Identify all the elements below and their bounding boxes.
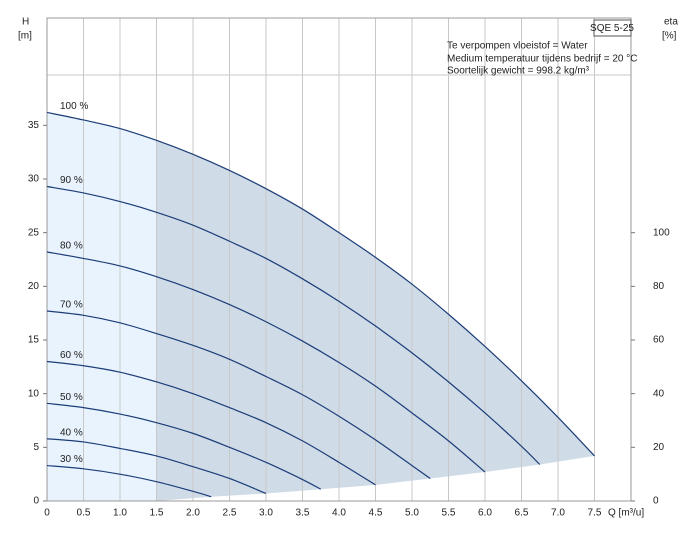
- x-tick-label: 3.5: [296, 508, 310, 519]
- curve-label: 60 %: [60, 350, 83, 361]
- y-tick-label: 5: [33, 442, 39, 453]
- y-tick-label: 20: [28, 281, 40, 292]
- pump-curve: [46, 360, 376, 486]
- x-tick-label: 4.5: [369, 508, 383, 519]
- pump-curve: [46, 251, 486, 473]
- x-tick-label: 2.5: [223, 508, 237, 519]
- y2-tick-label: 60: [653, 335, 665, 346]
- x-tick-label: 5.5: [442, 508, 456, 519]
- y-tick-label: 15: [28, 335, 40, 346]
- x-tick-label: 0: [44, 508, 50, 519]
- y2-tick-label: 80: [653, 281, 665, 292]
- curve-label: 100 %: [60, 101, 88, 112]
- x-tick-label: 5.0: [405, 508, 419, 519]
- chart-title: SQE 5-25: [590, 23, 634, 34]
- annotation: Medium temperatuur tijdens bedrijf = 20 …: [447, 54, 637, 65]
- y2-tick-label: 40: [653, 388, 665, 399]
- x-tick-label: 6.0: [478, 508, 492, 519]
- pump-curve: [46, 310, 431, 479]
- pump-curve: [46, 185, 541, 465]
- grid: [46, 18, 595, 501]
- curve-label: 50 %: [60, 392, 83, 403]
- pump-curve: [46, 464, 212, 498]
- x-tick-label: 7.5: [588, 508, 602, 519]
- x-tick-label: 0.5: [77, 508, 91, 519]
- y2-tick-label: 0: [653, 496, 659, 507]
- plot-frame: [46, 17, 632, 502]
- y2-axis-unit: [%]: [662, 31, 677, 42]
- light-region: [47, 112, 157, 501]
- y-tick-label: 25: [28, 227, 40, 238]
- curve-label: 80 %: [60, 241, 83, 252]
- y2-axis-label: eta: [664, 17, 678, 28]
- y-tick-label: 0: [33, 496, 39, 507]
- y2-tick-label: 100: [653, 227, 670, 238]
- x-tick-label: 2.0: [186, 508, 200, 519]
- title-box: [593, 19, 632, 37]
- curve-label: 40 %: [60, 427, 83, 438]
- x-tick-label: 4.0: [332, 508, 346, 519]
- x-tick-label: 7.0: [551, 508, 565, 519]
- curve-label: 30 %: [60, 454, 83, 465]
- y-tick-label: 10: [28, 388, 40, 399]
- x-tick-label: 3.0: [259, 508, 273, 519]
- pump-curve: [46, 438, 267, 495]
- regions: [47, 112, 595, 502]
- curves: [46, 111, 595, 498]
- x-axis-label: Q [m³/u]: [608, 508, 644, 519]
- pump-curve: [46, 111, 595, 457]
- y2-tick-label: 20: [653, 442, 665, 453]
- y-axis-label: H: [22, 17, 29, 28]
- annotation: Soortelijk gewicht = 998.2 kg/m³: [447, 66, 590, 77]
- curve-label: 90 %: [60, 175, 83, 186]
- pump-curve: [46, 402, 322, 490]
- annotation: Te verpompen vloeistof = Water: [447, 41, 588, 52]
- curve-label: 70 %: [60, 300, 83, 311]
- y-axis-unit: [m]: [18, 31, 32, 42]
- x-tick-label: 1.0: [113, 508, 127, 519]
- y-tick-label: 30: [28, 174, 40, 185]
- x-tick-label: 1.5: [150, 508, 164, 519]
- y-tick-label: 35: [28, 120, 40, 131]
- x-tick-label: 6.5: [515, 508, 529, 519]
